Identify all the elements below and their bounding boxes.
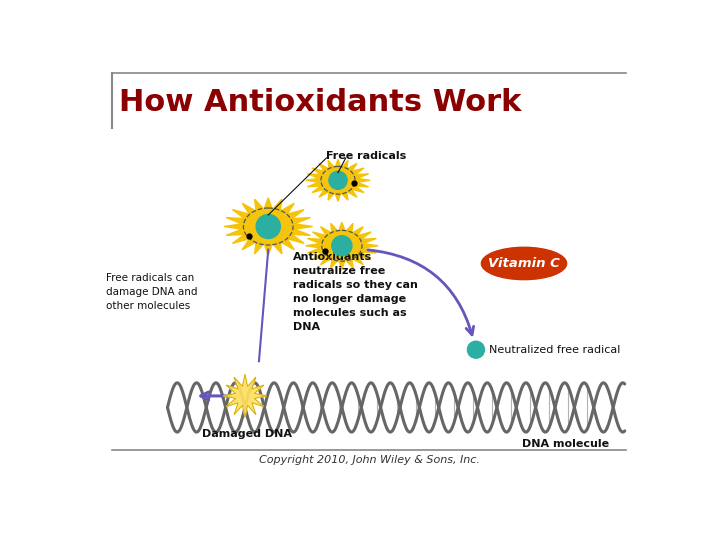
Text: Vitamin C: Vitamin C xyxy=(488,257,560,270)
Ellipse shape xyxy=(482,247,567,280)
Text: Free radicals can
damage DNA and
other molecules: Free radicals can damage DNA and other m… xyxy=(106,273,197,311)
Polygon shape xyxy=(223,374,266,417)
Text: Damaged DNA: Damaged DNA xyxy=(202,429,292,440)
Text: DNA molecule: DNA molecule xyxy=(521,438,608,449)
Text: Antioxidants
neutralize free
radicals so they can
no longer damage
molecules suc: Antioxidants neutralize free radicals so… xyxy=(293,252,418,332)
Polygon shape xyxy=(224,198,312,255)
Text: Copyright 2010, John Wiley & Sons, Inc.: Copyright 2010, John Wiley & Sons, Inc. xyxy=(258,455,480,465)
Circle shape xyxy=(256,214,280,239)
Text: Neutralized free radical: Neutralized free radical xyxy=(489,345,621,355)
Polygon shape xyxy=(305,222,378,269)
Circle shape xyxy=(332,236,352,256)
Polygon shape xyxy=(306,159,370,201)
Circle shape xyxy=(329,171,347,190)
Text: Free radicals: Free radicals xyxy=(326,151,407,161)
Text: How Antioxidants Work: How Antioxidants Work xyxy=(120,88,522,117)
Circle shape xyxy=(467,341,485,358)
